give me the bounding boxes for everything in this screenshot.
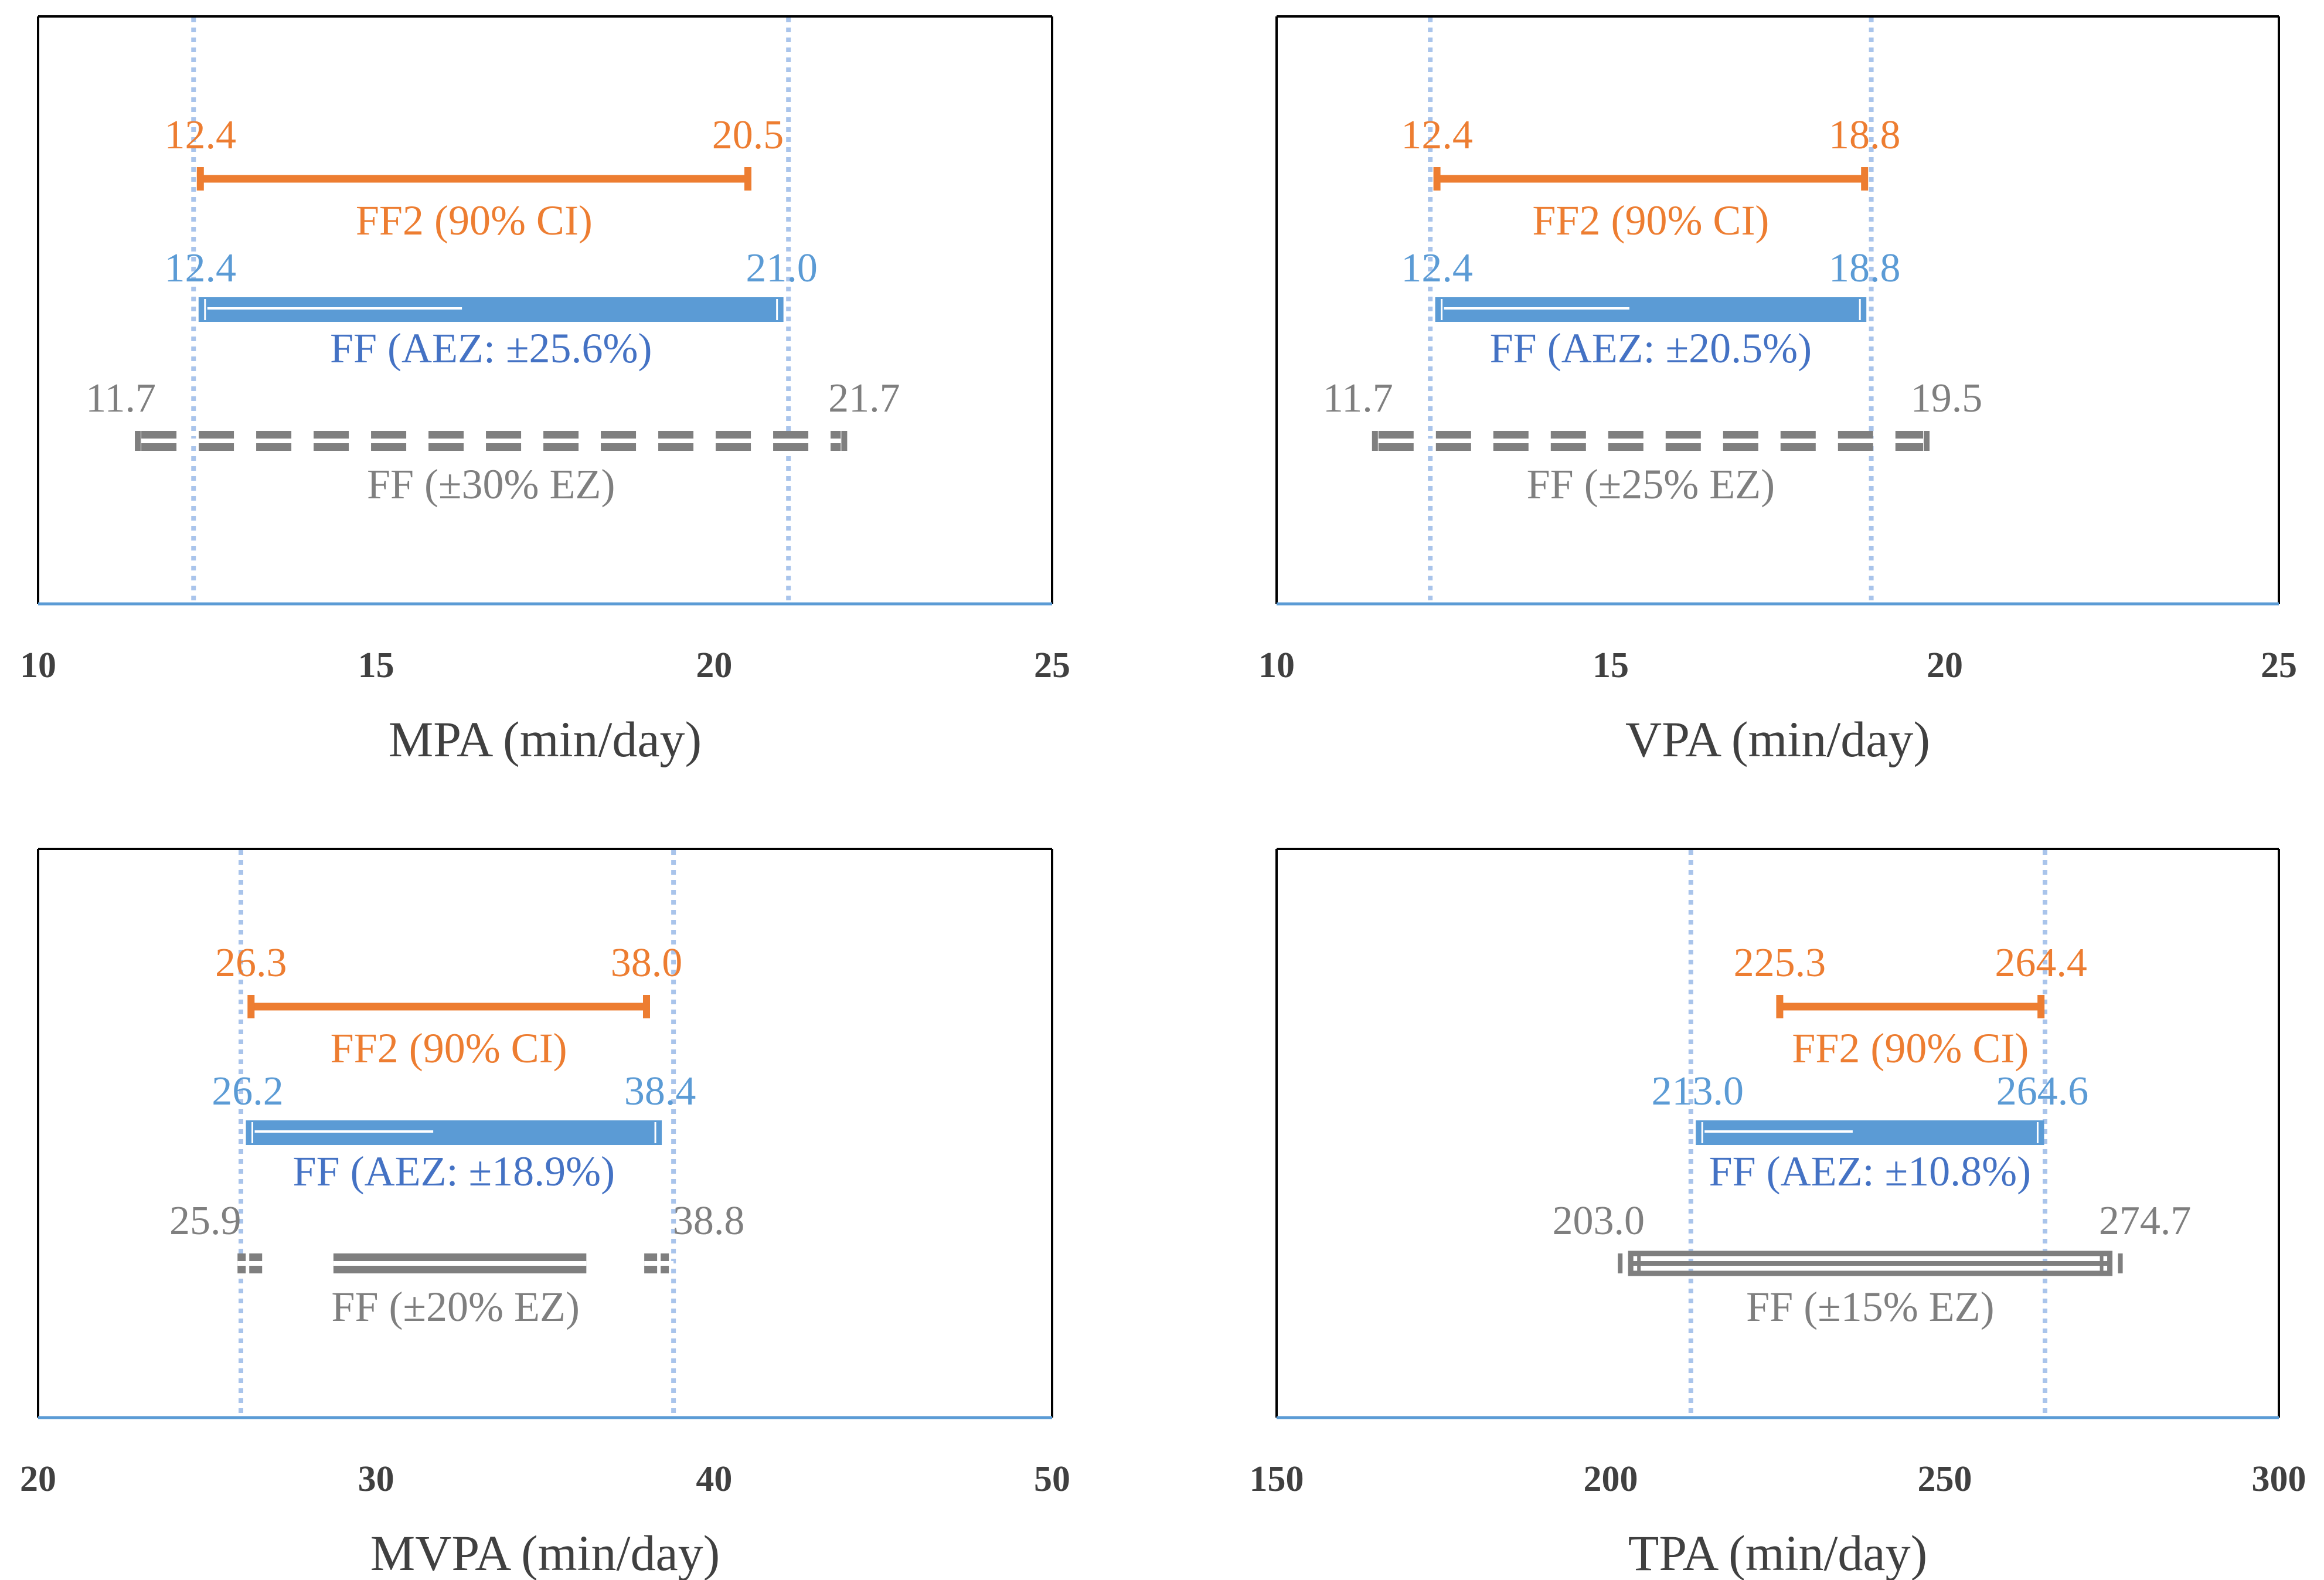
- x-tick-label: 10: [1258, 645, 1295, 685]
- ff-aez-series-label: FF (AEZ: ±25.6%): [330, 325, 652, 372]
- ff-aez-lower-value: 26.2: [212, 1069, 284, 1114]
- chart-panel-3: 20 30 40 50 MVPA (min/day) 26.3 38.0 FF2 (90% C…: [20, 848, 1070, 1580]
- ff-ez-series-label: FF (±30% EZ): [367, 461, 615, 508]
- ff-ez-lower-value: 203.0: [1552, 1198, 1645, 1243]
- x-axis-title: TPA (min/day): [1628, 1525, 1927, 1580]
- x-tick-label: 15: [1593, 645, 1629, 685]
- x-axis-title: VPA (min/day): [1625, 711, 1930, 767]
- ff-ez-series-label: FF (±25% EZ): [1527, 461, 1775, 508]
- ff-aez-series-label: FF (AEZ: ±18.9%): [293, 1148, 615, 1195]
- x-axis-title: MVPA (min/day): [370, 1525, 720, 1580]
- x-tick-label: 25: [1034, 645, 1070, 685]
- x-tick-label: 150: [1250, 1459, 1304, 1499]
- ff2-series-label: FF2 (90% CI): [1792, 1025, 2029, 1072]
- ff-ez-lower-value: 11.7: [1323, 376, 1393, 421]
- ff2-upper-value: 18.8: [1829, 113, 1901, 158]
- chart-panel-1: 10 15 20 25 MPA (min/day) 12.4 20.5 FF2 (90% CI…: [20, 15, 1070, 767]
- x-tick-label: 20: [696, 645, 732, 685]
- x-tick-label: 25: [2261, 645, 2297, 685]
- ff-aez-upper-value: 38.4: [624, 1069, 696, 1114]
- ff-aez-lower-value: 213.0: [1651, 1069, 1744, 1114]
- ff-aez-upper-value: 21.0: [746, 246, 818, 291]
- ff-aez-series-label: FF (AEZ: ±20.5%): [1490, 325, 1812, 372]
- ff-ez-upper-value: 21.7: [828, 376, 900, 421]
- ff2-upper-value: 38.0: [611, 940, 683, 986]
- x-tick-label: 250: [1918, 1459, 1972, 1499]
- ff2-upper-value: 264.4: [1995, 940, 2087, 986]
- ff-ez-upper-value: 38.8: [673, 1198, 745, 1243]
- x-tick-label: 200: [1584, 1459, 1638, 1499]
- ff-aez-upper-value: 264.6: [1996, 1069, 2089, 1114]
- x-tick-label: 20: [1927, 645, 1963, 685]
- ff-ez-lower-value: 11.7: [86, 376, 156, 421]
- ff2-lower-value: 12.4: [1401, 113, 1473, 158]
- x-tick-label: 40: [696, 1459, 732, 1499]
- ff2-series-label: FF2 (90% CI): [331, 1025, 567, 1072]
- x-tick-label: 20: [20, 1459, 56, 1499]
- ff2-series-label: FF2 (90% CI): [1532, 197, 1769, 244]
- ff-ez-upper-value: 19.5: [1911, 376, 1983, 421]
- x-tick-label: 50: [1034, 1459, 1070, 1499]
- ff2-lower-value: 12.4: [165, 113, 237, 158]
- x-tick-label: 10: [20, 645, 56, 685]
- ff2-series-label: FF2 (90% CI): [356, 197, 593, 244]
- ff-aez-lower-value: 12.4: [1401, 246, 1473, 291]
- ff2-lower-value: 26.3: [215, 940, 287, 986]
- ff-aez-series-label: FF (AEZ: ±10.8%): [1709, 1148, 2032, 1195]
- x-axis-title: MPA (min/day): [389, 711, 702, 767]
- x-tick-label: 300: [2252, 1459, 2306, 1499]
- ff-ez-series-label: FF (±20% EZ): [331, 1283, 580, 1330]
- ff-aez-interval-bar: [1696, 1120, 2044, 1145]
- x-tick-label: 30: [358, 1459, 394, 1499]
- ff-ez-upper-value: 274.7: [2099, 1198, 2192, 1243]
- ff-aez-upper-value: 18.8: [1829, 246, 1901, 291]
- chart-panel-4: 150 200 250 300 TPA (min/day) 225.3 264.4 FF2 (…: [1250, 848, 2306, 1580]
- x-tick-label: 15: [358, 645, 394, 685]
- ff-ez-lower-value: 25.9: [169, 1198, 241, 1243]
- chart-panel-2: 10 15 20 25 VPA (min/day) 12.4 18.8 FF2 (90% CI…: [1258, 15, 2297, 767]
- ff-aez-lower-value: 12.4: [165, 246, 237, 291]
- ff2-upper-value: 20.5: [712, 113, 784, 158]
- ff-ez-series-label: FF (±15% EZ): [1746, 1283, 1995, 1330]
- ff2-lower-value: 225.3: [1734, 940, 1826, 986]
